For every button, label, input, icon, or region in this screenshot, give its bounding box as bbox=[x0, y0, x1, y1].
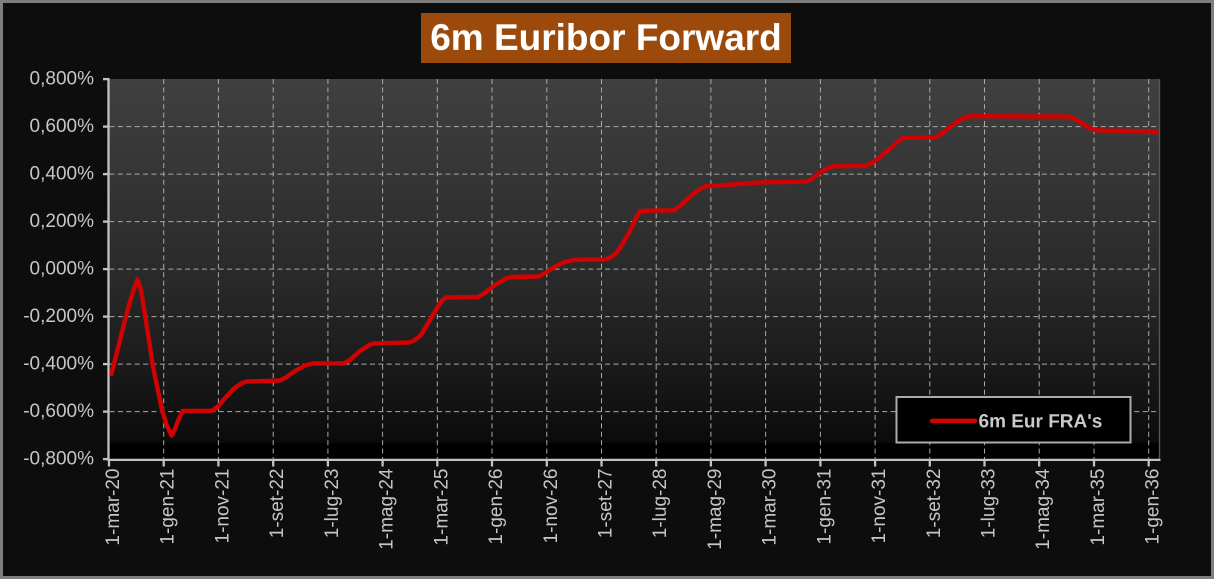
svg-text:1-nov-26: 1-nov-26 bbox=[541, 469, 562, 544]
svg-text:-0,600%: -0,600% bbox=[23, 401, 94, 422]
svg-text:0,800%: 0,800% bbox=[30, 68, 95, 89]
svg-text:0,600%: 0,600% bbox=[30, 116, 95, 137]
svg-text:1-mar-20: 1-mar-20 bbox=[103, 469, 124, 546]
svg-text:-0,800%: -0,800% bbox=[23, 448, 94, 469]
svg-text:1-nov-31: 1-nov-31 bbox=[869, 469, 890, 544]
svg-text:-0,200%: -0,200% bbox=[23, 306, 94, 327]
svg-text:1-gen-31: 1-gen-31 bbox=[814, 469, 835, 545]
svg-text:1-mar-30: 1-mar-30 bbox=[760, 469, 781, 546]
svg-text:1-set-22: 1-set-22 bbox=[267, 469, 288, 539]
svg-text:1-lug-23: 1-lug-23 bbox=[322, 469, 343, 539]
svg-text:6m Eur FRA's: 6m Eur FRA's bbox=[978, 411, 1102, 432]
svg-text:1-mag-29: 1-mag-29 bbox=[705, 469, 726, 550]
svg-text:1-mag-34: 1-mag-34 bbox=[1033, 468, 1054, 550]
svg-text:1-gen-36: 1-gen-36 bbox=[1143, 469, 1164, 545]
svg-text:1-lug-28: 1-lug-28 bbox=[650, 469, 671, 539]
svg-text:-0,400%: -0,400% bbox=[23, 353, 94, 374]
svg-text:1-gen-26: 1-gen-26 bbox=[486, 469, 507, 545]
svg-text:1-mar-25: 1-mar-25 bbox=[431, 469, 452, 546]
svg-text:0,200%: 0,200% bbox=[30, 211, 95, 232]
svg-text:1-set-32: 1-set-32 bbox=[924, 469, 945, 539]
svg-text:0,400%: 0,400% bbox=[30, 163, 95, 184]
svg-text:1-gen-21: 1-gen-21 bbox=[158, 469, 179, 545]
svg-text:1-mar-35: 1-mar-35 bbox=[1088, 469, 1109, 546]
svg-text:1-lug-33: 1-lug-33 bbox=[979, 469, 1000, 539]
svg-text:1-nov-21: 1-nov-21 bbox=[212, 469, 233, 544]
svg-text:1-set-27: 1-set-27 bbox=[596, 469, 617, 539]
svg-text:0,000%: 0,000% bbox=[30, 258, 95, 279]
svg-text:1-mag-24: 1-mag-24 bbox=[377, 468, 398, 550]
